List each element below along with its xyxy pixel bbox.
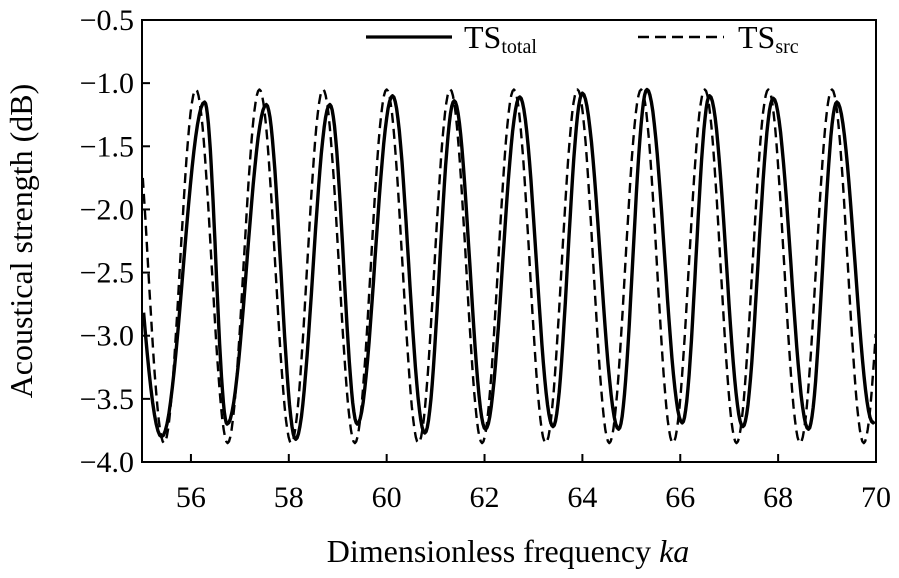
series-line-total: [141, 87, 876, 441]
y-tick-label: −4.0: [80, 446, 134, 479]
y-tick-label: −1.0: [80, 67, 134, 100]
x-tick-label: 68: [763, 481, 793, 514]
y-tick-label: −2.5: [80, 257, 134, 290]
y-tick-label: −2.0: [80, 193, 134, 226]
legend-src-sub: src: [775, 36, 798, 58]
legend-src-main: TS: [738, 19, 775, 55]
series-line-src: [141, 88, 877, 445]
x-axis-label-text: Dimensionless frequency: [327, 533, 651, 569]
y-axis: −0.5 −1.0 −1.5 −2.0 −2.5 −3.0 −3.5 −4.0: [80, 4, 150, 479]
y-tick-label: −1.5: [80, 130, 134, 163]
x-tick-label: 66: [665, 481, 695, 514]
series-layer: [141, 87, 877, 445]
y-tick-label: −0.5: [80, 4, 134, 37]
legend-total-sub: total: [501, 36, 537, 58]
x-axis-label-variable: ka: [659, 533, 689, 569]
legend-total-main: TS: [464, 19, 501, 55]
x-axis: 56 58 60 62 64 66 68 70: [176, 454, 891, 514]
plot-frame: [141, 19, 877, 463]
y-tick-label: −3.0: [80, 320, 134, 353]
legend-label-src: TSsrc: [738, 19, 799, 58]
x-tick-label: 56: [176, 481, 206, 514]
legend: TStotal TSsrc: [366, 19, 799, 58]
x-tick-label: 70: [861, 481, 891, 514]
x-tick-label: 62: [470, 481, 500, 514]
y-tick-label: −3.5: [80, 383, 134, 416]
y-axis-label: Acoustical strength (dB): [3, 84, 39, 399]
legend-label-total: TStotal: [464, 19, 537, 58]
x-tick-label: 58: [274, 481, 304, 514]
x-tick-label: 60: [372, 481, 402, 514]
x-axis-label: Dimensionless frequency ka: [327, 533, 690, 569]
x-tick-label: 64: [567, 481, 597, 514]
